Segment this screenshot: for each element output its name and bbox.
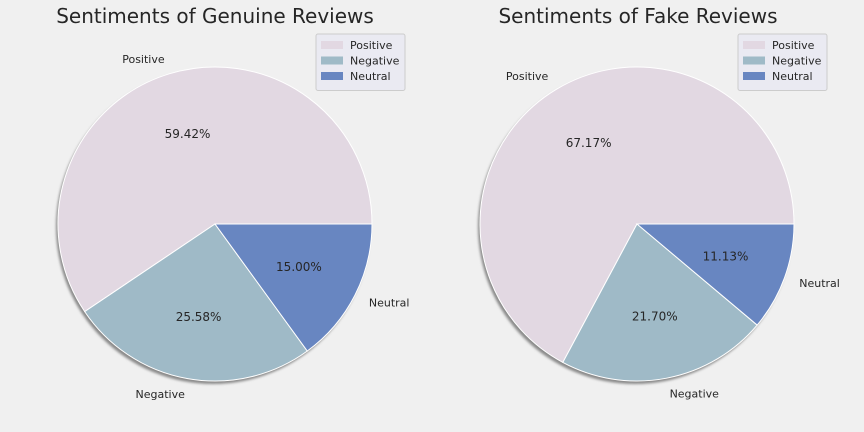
pct-label-negative: 21.70% [632, 310, 678, 324]
legend-swatch-negative [743, 56, 765, 65]
category-label-positive: Positive [506, 70, 549, 83]
legend-label-negative: Negative [350, 55, 400, 68]
pct-label-negative: 25.58% [176, 310, 222, 324]
category-label-positive: Positive [122, 53, 165, 66]
pie-slice-neutral [635, 223, 795, 326]
fake-reviews-pie-chart: Sentiments of Fake Reviews 67.17% Positiv… [478, 4, 840, 401]
pie-slice-neutral [214, 223, 373, 352]
legend-label-neutral: Neutral [350, 70, 391, 83]
pie-slice-negative [562, 223, 758, 382]
category-label-neutral: Neutral [799, 277, 840, 290]
pct-label-neutral: 11.13% [703, 249, 749, 263]
legend: Positive Negative Neutral [315, 33, 406, 91]
pct-label-positive: 59.42% [165, 127, 211, 141]
pie-slice-negative [84, 223, 308, 382]
legend-swatch-negative [321, 56, 343, 65]
legend-label-negative: Negative [772, 55, 822, 68]
pct-label-neutral: 15.00% [276, 260, 322, 274]
legend-label-positive: Positive [350, 39, 393, 52]
pie-slices [57, 66, 373, 382]
legend: Positive Negative Neutral [737, 33, 828, 91]
legend-label-neutral: Neutral [772, 70, 813, 83]
pie-slices [479, 66, 795, 382]
legend-swatch-neutral [321, 72, 343, 80]
chart-title: Sentiments of Genuine Reviews [56, 4, 374, 28]
pie-slice-positive [57, 66, 373, 313]
legend-swatch-neutral [743, 72, 765, 80]
pct-label-positive: 67.17% [566, 136, 612, 150]
genuine-reviews-pie-chart: Sentiments of Genuine Reviews 59.42% Posi… [56, 4, 409, 401]
chart-title: Sentiments of Fake Reviews [498, 4, 777, 28]
category-label-neutral: Neutral [369, 296, 410, 309]
legend-swatch-positive [321, 41, 343, 49]
pie-slice-positive [479, 66, 795, 364]
pie-labels: 59.42% Positive 25.58% Negative 15.00% Neutra… [122, 53, 409, 401]
category-label-negative: Negative [136, 388, 186, 401]
legend-label-positive: Positive [772, 39, 815, 52]
legend-swatch-positive [743, 41, 765, 49]
pie-labels: 67.17% Positive 21.70% Negative 11.13% Neutra… [506, 70, 840, 401]
category-label-negative: Negative [670, 388, 720, 401]
